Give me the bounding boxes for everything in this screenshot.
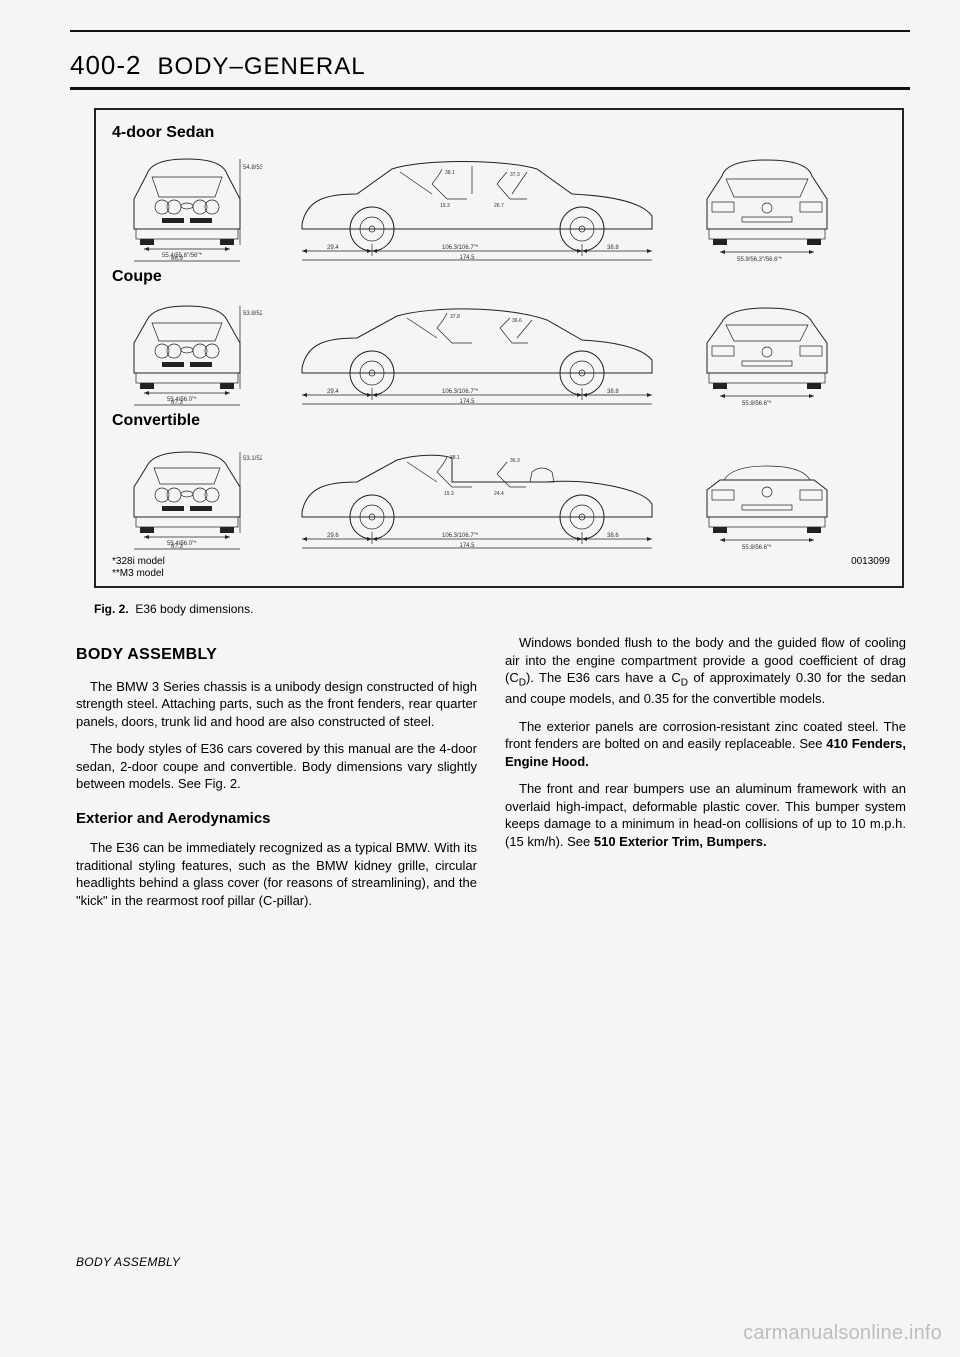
diagram-id: 0013099 <box>851 556 890 580</box>
para-4b: ). The E36 cars have a C <box>526 670 681 685</box>
para-6b: 510 Exterior Trim, Bumpers. <box>594 834 767 849</box>
conv-leg-a: 19.3 <box>444 491 454 497</box>
para-6: The front and rear bumpers use an alumin… <box>505 780 906 850</box>
rule-top <box>70 30 910 32</box>
footnote-328i: *328i model <box>112 556 165 568</box>
coupe-overall-length: 174.5 <box>459 399 475 405</box>
variant-row-convertible: 53.1/52.6"* 55.4/56.0"* 67.3 <box>112 432 890 552</box>
footnote-m3: **M3 model <box>112 568 165 580</box>
variant-row-coupe: 53.8/52.6"* 55.4/56.0"* 67.3 <box>112 288 890 408</box>
coupe-height-dim: 53.8/52.6"* <box>243 311 262 317</box>
subscript-d1: D <box>519 678 526 689</box>
coupe-front-overhang: 29.4 <box>327 389 339 395</box>
figure-caption: Fig. 2. E36 body dimensions. <box>94 602 910 616</box>
coupe-rear-track: 55.9/56.6"* <box>742 401 772 407</box>
sedan-front-view: 54.8/53.7"* 55.4/55.8"/56"* 66.9 <box>112 144 262 264</box>
sedan-wheelbase: 106.3/106.7"* <box>442 245 479 251</box>
conv-rear-overhang: 38.6 <box>607 533 619 539</box>
para-2: The body styles of E36 cars covered by t… <box>76 740 477 793</box>
conv-front-overhang: 29.6 <box>327 533 339 539</box>
figure-caption-text: E36 body dimensions. <box>135 602 253 616</box>
conv-wheelbase: 106.3/106.7"* <box>442 533 479 539</box>
sedan-overall-width-dim: 66.9 <box>171 256 183 262</box>
rule-under-header <box>70 87 910 90</box>
para-4: Windows bonded flush to the body and the… <box>505 634 906 708</box>
coupe-cab-b: 36.6 <box>512 318 522 324</box>
sedan-side-view: 38.1 37.3 19.3 26.7 29.4 106.3/106.7"* 3… <box>272 144 672 264</box>
sedan-overall-length: 174.5 <box>459 255 475 261</box>
conv-cab-a: 38.1 <box>450 455 460 461</box>
coupe-rear-view: 55.9/56.6"* <box>682 288 852 408</box>
convertible-side-view: 38.1 36.3 19.3 24.4 29.6 106.3/106.7"* 3… <box>272 432 672 552</box>
conv-overall-width-dim: 67.3 <box>171 544 183 550</box>
conv-rear-track: 55.9/56.6"* <box>742 545 772 551</box>
column-left: BODY ASSEMBLY The BMW 3 Series chassis i… <box>76 634 477 919</box>
sedan-height-dim: 54.8/53.7"* <box>243 165 262 171</box>
heading-exterior: Exterior and Aerodynamics <box>76 809 477 829</box>
conv-cab-b: 36.3 <box>510 458 520 464</box>
content-area: 400-2 BODY–GENERAL 4-door Sedan <box>70 30 910 919</box>
sedan-cab-b: 37.3 <box>510 172 520 178</box>
heading-body-assembly: BODY ASSEMBLY <box>76 644 477 666</box>
variant-label-sedan: 4-door Sedan <box>112 124 890 142</box>
sedan-front-overhang: 29.4 <box>327 245 339 251</box>
convertible-rear-view: 55.9/56.6"* <box>682 432 852 552</box>
sedan-rear-track: 55.9/56.3"/56.6"* <box>737 257 783 263</box>
coupe-front-view: 53.8/52.6"* 55.4/56.0"* 67.3 <box>112 288 262 408</box>
coupe-wheelbase: 106.3/106.7"* <box>442 389 479 395</box>
diagram-footnotes: *328i model **M3 model 0013099 <box>112 556 890 580</box>
conv-leg-b: 24.4 <box>494 491 504 497</box>
convertible-front-view: 53.1/52.6"* 55.4/56.0"* 67.3 <box>112 432 262 552</box>
subscript-d2: D <box>681 678 688 689</box>
para-1: The BMW 3 Series chassis is a unibody de… <box>76 678 477 731</box>
figure-label: Fig. 2. <box>94 602 129 616</box>
coupe-side-view: 37.8 36.6 29.4 106.3/106.7"* 38.8 174.5 <box>272 288 672 408</box>
sedan-leg-a: 19.3 <box>440 203 450 209</box>
sedan-cab-a: 38.1 <box>445 170 455 176</box>
conv-height-dim: 53.1/52.6"* <box>243 456 262 462</box>
para-3: The E36 can be immediately recognized as… <box>76 839 477 909</box>
para-5: The exterior panels are corrosion-resist… <box>505 718 906 771</box>
page-number: 400-2 <box>70 50 142 81</box>
coupe-cab-a: 37.8 <box>450 314 460 320</box>
page-header: 400-2 BODY–GENERAL <box>70 50 910 81</box>
coupe-overall-width-dim: 67.3 <box>171 400 183 406</box>
variant-row-sedan: 54.8/53.7"* 55.4/55.8"/56"* 66.9 <box>112 144 890 264</box>
page-title: BODY–GENERAL <box>158 53 366 81</box>
watermark-text: carmanualsonline.info <box>743 1322 942 1345</box>
sedan-rear-view: 55.9/56.3"/56.6"* <box>682 144 852 264</box>
dimensions-diagram-box: 4-door Sedan <box>94 108 904 588</box>
sedan-rear-overhang: 38.8 <box>607 245 619 251</box>
conv-overall-length: 174.5 <box>459 543 475 549</box>
column-right: Windows bonded flush to the body and the… <box>505 634 906 919</box>
coupe-rear-overhang: 38.8 <box>607 389 619 395</box>
variant-label-convertible: Convertible <box>112 412 890 430</box>
footer-section-label: BODY ASSEMBLY <box>76 1255 180 1269</box>
variant-label-coupe: Coupe <box>112 268 890 286</box>
manual-page: 400-2 BODY–GENERAL 4-door Sedan <box>0 0 960 1357</box>
sedan-leg-b: 26.7 <box>494 203 504 209</box>
text-columns: BODY ASSEMBLY The BMW 3 Series chassis i… <box>76 634 906 919</box>
